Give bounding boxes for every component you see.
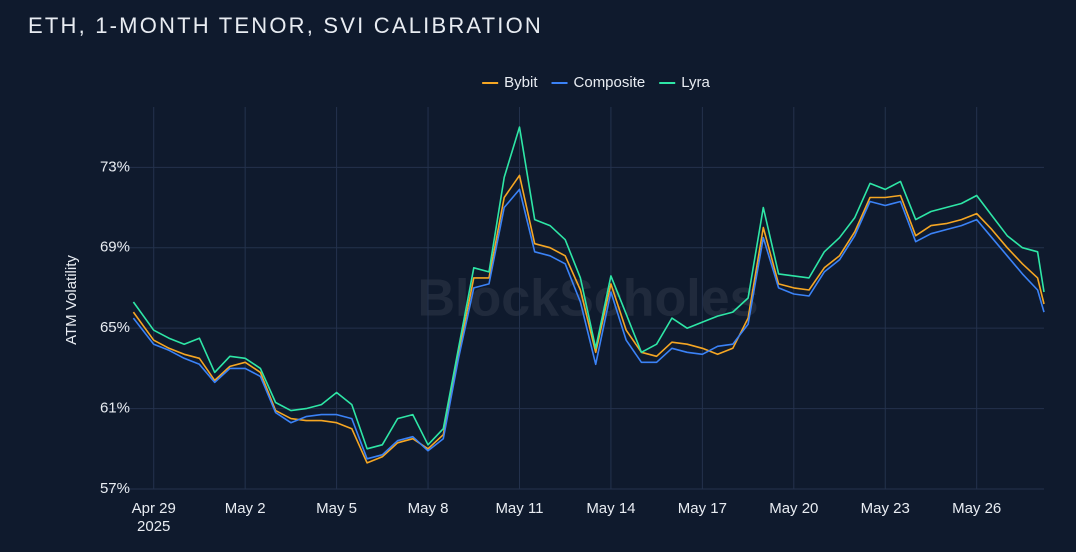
x-year-label: 2025 bbox=[137, 518, 170, 535]
x-tick-label: May 14 bbox=[586, 500, 635, 517]
legend: Bybit Composite Lyra bbox=[482, 74, 710, 91]
x-tick-label: Apr 29 bbox=[132, 500, 176, 517]
y-tick-label: 61% bbox=[100, 400, 130, 417]
x-tick-label: May 8 bbox=[408, 500, 449, 517]
y-tick-label: 69% bbox=[100, 239, 130, 256]
x-tick-label: May 26 bbox=[952, 500, 1001, 517]
chart-title: ETH, 1-MONTH TENOR, SVI CALIBRATION bbox=[28, 13, 543, 38]
grid bbox=[108, 107, 1044, 490]
legend-label: Composite bbox=[574, 74, 646, 91]
legend-item: Composite bbox=[551, 74, 646, 91]
legend-label: Bybit bbox=[504, 74, 538, 91]
legend-item: Bybit bbox=[482, 74, 538, 91]
series-line bbox=[132, 126, 1045, 450]
x-tick-label: May 2 bbox=[225, 500, 266, 517]
y-tick-label: 57% bbox=[100, 480, 130, 497]
x-tick-label: May 5 bbox=[316, 500, 357, 517]
series-line bbox=[132, 188, 1045, 460]
legend-item: Lyra bbox=[659, 74, 710, 91]
x-tick-label: May 17 bbox=[678, 500, 727, 517]
legend-label: Lyra bbox=[681, 74, 710, 91]
series-line bbox=[132, 174, 1045, 464]
x-tick-label: May 11 bbox=[495, 500, 543, 517]
lines bbox=[132, 126, 1045, 464]
x-tick-label: May 20 bbox=[769, 500, 818, 517]
y-tick-label: 73% bbox=[100, 158, 130, 175]
x-tick-label: May 23 bbox=[861, 500, 910, 517]
y-tick-label: 65% bbox=[100, 319, 130, 336]
y-axis-label: ATM Volatility bbox=[63, 255, 80, 345]
